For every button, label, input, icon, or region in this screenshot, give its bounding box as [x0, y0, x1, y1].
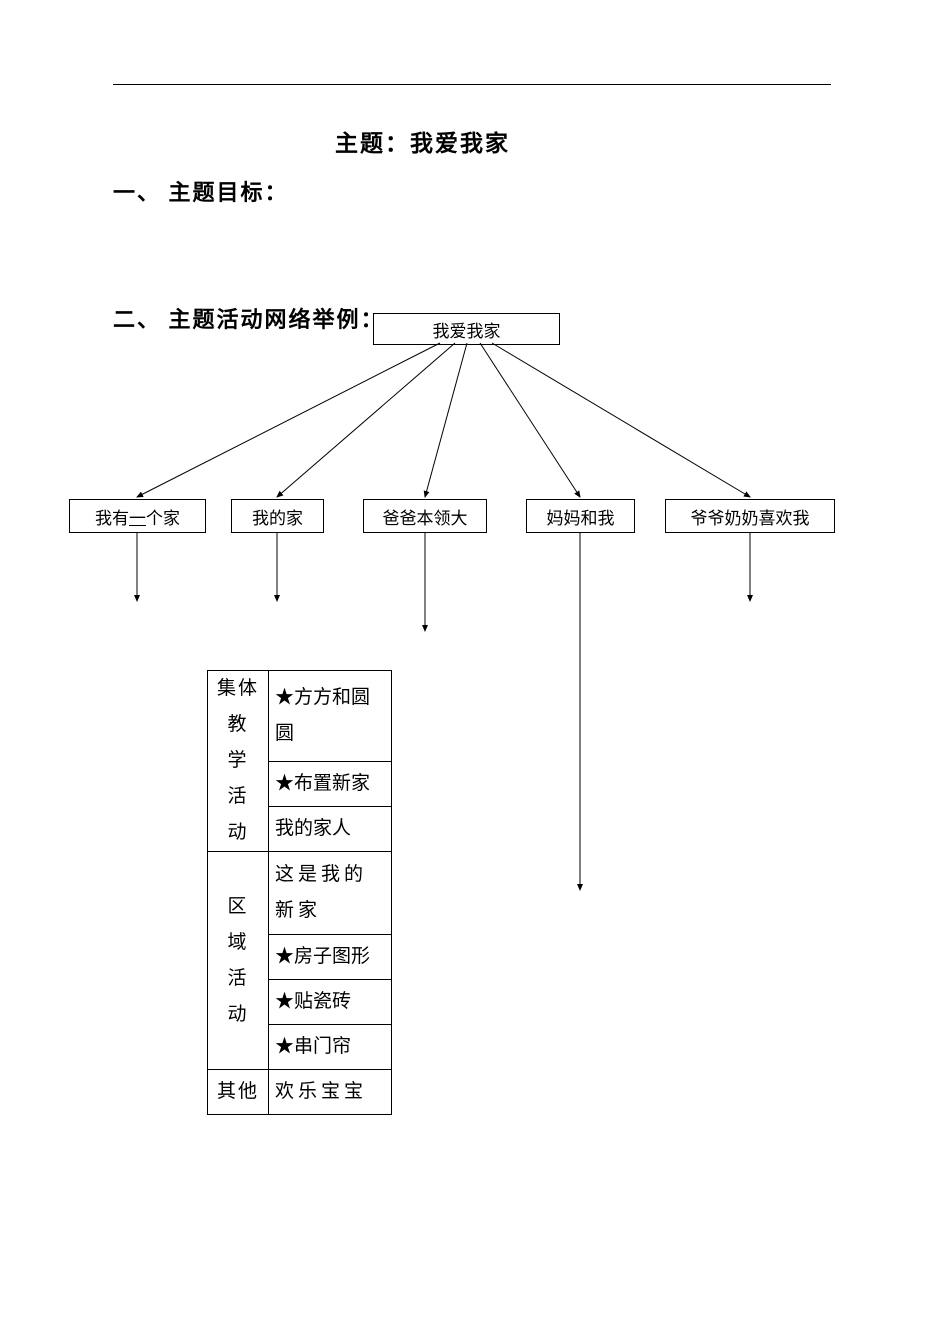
group-2-item-2: ★房子图形	[269, 935, 392, 980]
c1-underline: 一	[129, 509, 146, 528]
activity-table: 集体教 学活动 ★方方和圆圆 ★布置新家 我的家人 区域 活动 这是我的新家 ★…	[207, 670, 392, 1115]
group-2-header: 区域 活动	[208, 852, 269, 1070]
page: 主题：我爱我家 一、 主题目标： 二、 主题活动网络举例： 我爱我家 我有一个家…	[0, 0, 945, 1337]
table-row: 其他 欢乐宝宝	[208, 1070, 392, 1115]
section-1-heading: 一、 主题目标：	[113, 175, 289, 207]
group-3-item-1: 欢乐宝宝	[269, 1070, 392, 1115]
c1-suffix: 个家	[146, 509, 180, 528]
page-title: 主题：我爱我家	[335, 124, 510, 158]
group-2-item-4: ★串门帘	[269, 1025, 392, 1070]
c1-prefix: 我有	[95, 509, 129, 528]
top-rule	[113, 84, 831, 85]
group-1-item-1: ★方方和圆圆	[269, 671, 392, 762]
diagram-child-1: 我有一个家	[69, 499, 206, 533]
diagram-child-3: 爸爸本领大	[363, 499, 487, 533]
group-1-item-2: ★布置新家	[269, 762, 392, 807]
group-1-item-3: 我的家人	[269, 807, 392, 852]
group-3-header: 其他	[208, 1070, 269, 1115]
group-2-item-1: 这是我的新家	[269, 852, 392, 935]
group-1-header: 集体教 学活动	[208, 671, 269, 852]
diagram-root-node: 我爱我家	[373, 313, 560, 345]
diagram-child-2: 我的家	[231, 499, 324, 533]
diagram-child-4: 妈妈和我	[526, 499, 635, 533]
diagram-child-5: 爷爷奶奶喜欢我	[665, 499, 835, 533]
section-2-heading: 二、 主题活动网络举例：	[113, 302, 385, 334]
group-2-item-3: ★贴瓷砖	[269, 980, 392, 1025]
